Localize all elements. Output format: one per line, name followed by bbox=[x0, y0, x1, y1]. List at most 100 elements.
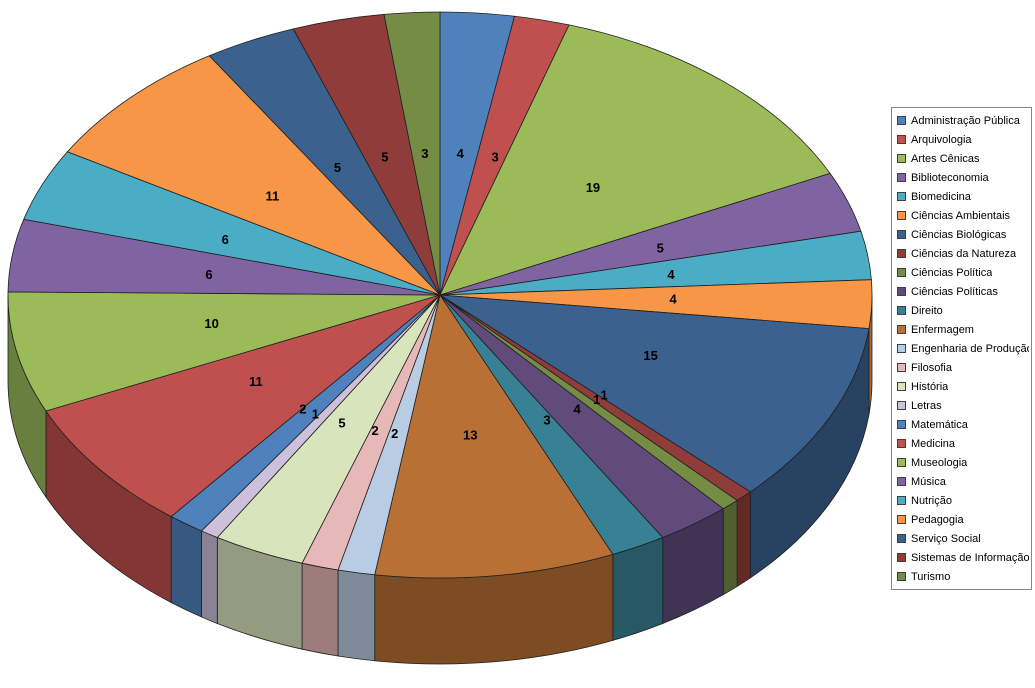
legend-swatch bbox=[897, 401, 906, 410]
legend-item-6[interactable]: Ciências Biológicas bbox=[897, 225, 1029, 244]
legend-label: Nutrição bbox=[911, 494, 952, 507]
pie-slice-side-13[interactable] bbox=[301, 562, 339, 657]
legend-item-16[interactable]: Matemática bbox=[897, 415, 1029, 434]
legend-swatch bbox=[897, 306, 906, 315]
legend-swatch bbox=[897, 268, 906, 277]
data-label: 5 bbox=[334, 160, 341, 175]
data-label: 3 bbox=[491, 149, 498, 164]
legend-label: Ciências da Natureza bbox=[911, 247, 1017, 260]
legend-label: Ciências Biológicas bbox=[911, 228, 1007, 241]
legend-label: Serviço Social bbox=[911, 532, 981, 545]
data-label: 4 bbox=[667, 267, 675, 282]
legend-label: Biblioteconomia bbox=[911, 171, 989, 184]
data-label: 15 bbox=[643, 348, 657, 363]
legend-item-9[interactable]: Ciências Políticas bbox=[897, 282, 1029, 301]
legend-swatch bbox=[897, 496, 906, 505]
legend-swatch bbox=[897, 534, 906, 543]
pie-slice-17[interactable] bbox=[45, 294, 441, 518]
data-label: 19 bbox=[586, 180, 600, 195]
pie-slice-2[interactable] bbox=[439, 24, 831, 296]
legend-swatch bbox=[897, 116, 906, 125]
legend-swatch bbox=[897, 230, 906, 239]
pie-slice-side-8[interactable] bbox=[722, 499, 738, 596]
data-label: 5 bbox=[381, 149, 388, 164]
data-label: 11 bbox=[266, 189, 280, 204]
data-label: 4 bbox=[574, 401, 582, 416]
legend-label: Biomedicina bbox=[911, 190, 971, 203]
legend-item-22[interactable]: Serviço Social bbox=[897, 529, 1029, 548]
legend-swatch bbox=[897, 572, 906, 581]
data-label: 4 bbox=[670, 292, 678, 307]
chart-legend: Administração Pública Arquivologia Artes C… bbox=[891, 107, 1032, 590]
pie-slice-side-7[interactable] bbox=[736, 491, 751, 588]
data-label: 1 bbox=[312, 407, 319, 422]
pie-slice-side-12[interactable] bbox=[337, 569, 376, 662]
pie-slice-side-15[interactable] bbox=[201, 530, 218, 625]
legend-item-24[interactable]: Turismo bbox=[897, 567, 1029, 586]
legend-swatch bbox=[897, 249, 906, 258]
data-label: 4 bbox=[457, 146, 465, 161]
legend-swatch bbox=[897, 173, 906, 182]
pie-slice-11[interactable] bbox=[374, 294, 614, 579]
legend-item-23[interactable]: Sistemas de Informação bbox=[897, 548, 1029, 567]
legend-label: Música bbox=[911, 475, 946, 488]
data-label: 1 bbox=[600, 388, 607, 403]
legend-item-8[interactable]: Ciências Política bbox=[897, 263, 1029, 282]
data-label: 6 bbox=[222, 232, 229, 247]
legend-label: Engenharia de Produção bbox=[911, 342, 1029, 355]
legend-label: Ciências Ambientais bbox=[911, 209, 1011, 222]
legend-label: Administração Pública bbox=[911, 114, 1020, 127]
data-label: 10 bbox=[204, 316, 218, 331]
legend-label: Enfermagem bbox=[911, 323, 974, 336]
legend-label: Sistemas de Informação bbox=[911, 551, 1029, 564]
legend-item-11[interactable]: Enfermagem bbox=[897, 320, 1029, 339]
legend-label: Artes Cênicas bbox=[911, 152, 980, 165]
pie-slice-18[interactable] bbox=[7, 291, 441, 412]
legend-swatch bbox=[897, 363, 906, 372]
data-label: 6 bbox=[205, 267, 212, 282]
legend-label: Arquivologia bbox=[911, 133, 972, 146]
legend-item-12[interactable]: Engenharia de Produção bbox=[897, 339, 1029, 358]
legend-item-2[interactable]: Artes Cênicas bbox=[897, 149, 1029, 168]
legend-swatch bbox=[897, 382, 906, 391]
legend-label: Matemática bbox=[911, 418, 968, 431]
legend-item-1[interactable]: Arquivologia bbox=[897, 130, 1029, 149]
legend-swatch bbox=[897, 325, 906, 334]
legend-item-18[interactable]: Museologia bbox=[897, 453, 1029, 472]
legend-item-20[interactable]: Nutrição bbox=[897, 491, 1029, 510]
legend-label: Museologia bbox=[911, 456, 968, 469]
pie-slice-24[interactable] bbox=[383, 11, 441, 296]
legend-item-15[interactable]: Letras bbox=[897, 396, 1029, 415]
pie-slice-6[interactable] bbox=[439, 294, 870, 493]
legend-item-13[interactable]: Filosofia bbox=[897, 358, 1029, 377]
legend-label: Turismo bbox=[911, 570, 951, 583]
legend-item-14[interactable]: História bbox=[897, 377, 1029, 396]
legend-item-4[interactable]: Biomedicina bbox=[897, 187, 1029, 206]
pie-slice-side-16[interactable] bbox=[170, 515, 202, 618]
legend-item-21[interactable]: Pedagogia bbox=[897, 510, 1029, 529]
data-label: 2 bbox=[391, 426, 398, 441]
data-label: 5 bbox=[338, 415, 345, 430]
legend-item-10[interactable]: Direito bbox=[897, 301, 1029, 320]
legend-swatch bbox=[897, 344, 906, 353]
legend-item-3[interactable]: Biblioteconomia bbox=[897, 168, 1029, 187]
legend-swatch bbox=[897, 211, 906, 220]
legend-item-17[interactable]: Medicina bbox=[897, 434, 1029, 453]
legend-label: Medicina bbox=[911, 437, 956, 450]
legend-label: Letras bbox=[911, 399, 942, 412]
pie-slice-21[interactable] bbox=[66, 55, 441, 296]
legend-item-7[interactable]: Ciências da Natureza bbox=[897, 244, 1029, 263]
legend-item-5[interactable]: Ciências Ambientais bbox=[897, 206, 1029, 225]
legend-item-19[interactable]: Música bbox=[897, 472, 1029, 491]
legend-swatch bbox=[897, 154, 906, 163]
legend-swatch bbox=[897, 192, 906, 201]
data-label: 1 bbox=[593, 392, 600, 407]
data-label: 2 bbox=[372, 423, 379, 438]
legend-label: Ciências Políticas bbox=[911, 285, 998, 298]
legend-item-0[interactable]: Administração Pública bbox=[897, 111, 1029, 130]
data-label: 3 bbox=[543, 413, 550, 428]
legend-swatch bbox=[897, 287, 906, 296]
pie-slice-side-10[interactable] bbox=[612, 536, 664, 641]
